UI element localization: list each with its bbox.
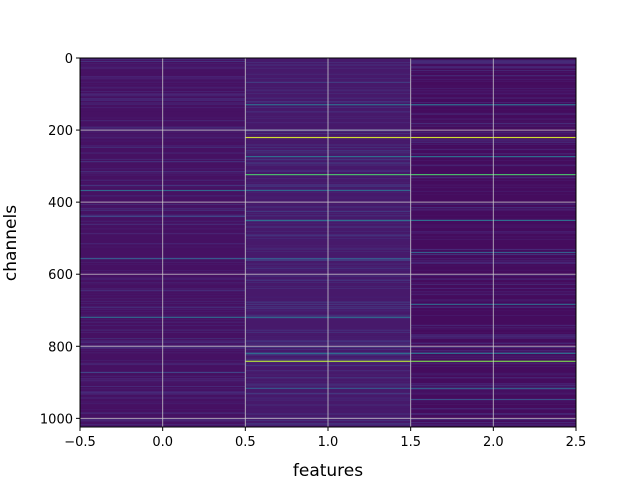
x-tick-label: 2.5 (566, 435, 587, 450)
y-tick-label: 800 (48, 340, 73, 355)
x-tick-label: 2.0 (483, 435, 504, 450)
x-tick-label: 1.5 (400, 435, 421, 450)
x-tick-label: 0.5 (235, 435, 256, 450)
y-axis-ticks: 0 200 400 600 800 1000 (40, 52, 80, 427)
y-tick-label: 400 (48, 196, 73, 211)
y-tick-label: 0 (65, 52, 73, 67)
x-tick-label: 0.0 (152, 435, 173, 450)
x-tick-label: −0.5 (64, 435, 96, 450)
x-axis-ticks: −0.5 0.0 0.5 1.0 1.5 2.0 2.5 (64, 427, 586, 450)
y-tick-label: 1000 (40, 412, 73, 427)
y-axis-label: channels (1, 205, 21, 281)
x-tick-label: 1.0 (318, 435, 339, 450)
y-tick-label: 200 (48, 124, 73, 139)
x-axis-label: features (293, 461, 363, 480)
y-tick-label: 600 (48, 268, 73, 283)
